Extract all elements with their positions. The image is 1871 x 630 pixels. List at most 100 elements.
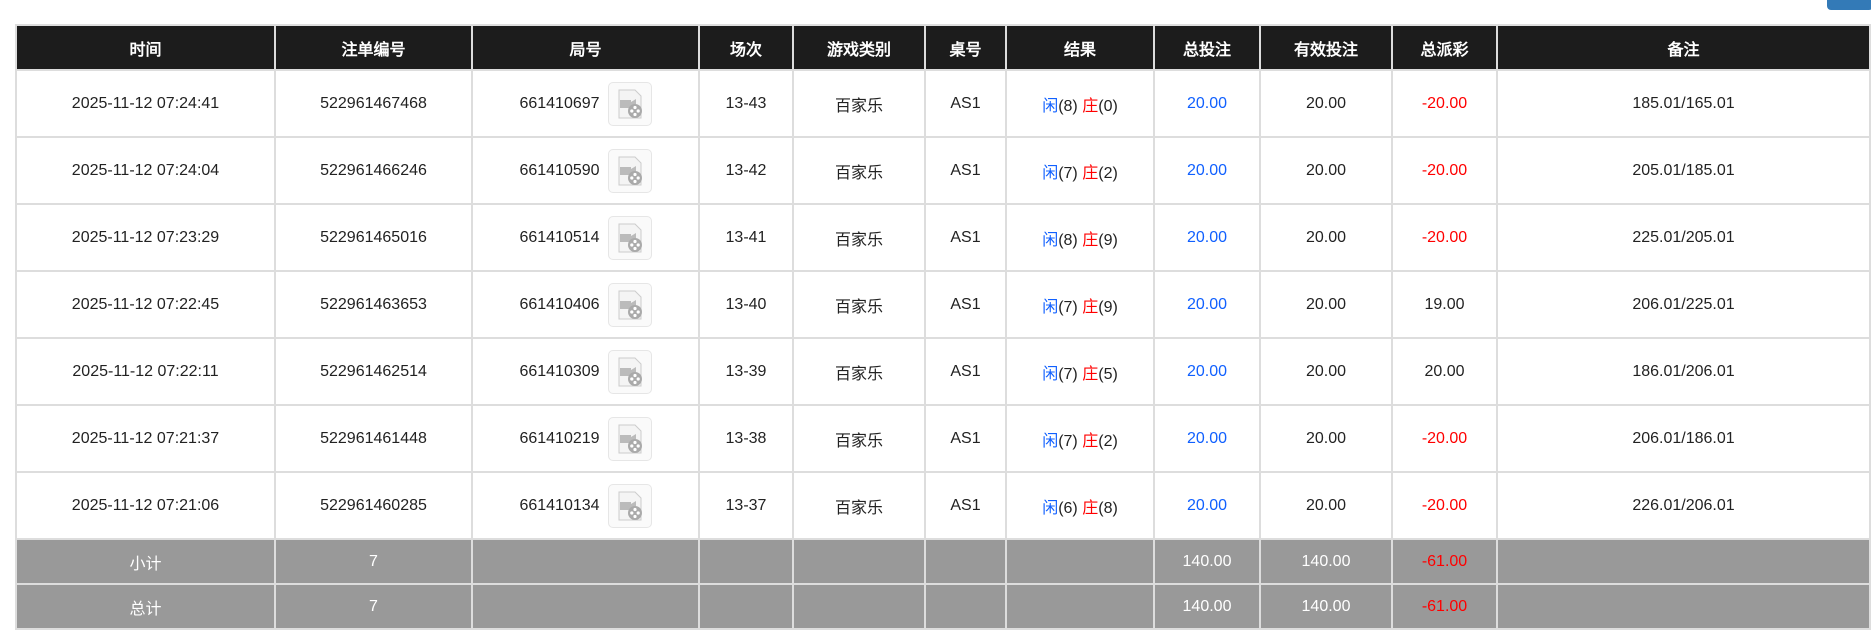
payout-cell: -20.00 xyxy=(1391,203,1498,272)
table-no-cell: AS1 xyxy=(924,471,1007,540)
video-file-icon[interactable] xyxy=(607,416,652,461)
bet-id-cell-text: 522961460285 xyxy=(320,496,427,514)
player-score: (6) xyxy=(1058,499,1078,517)
video-file-icon[interactable] xyxy=(607,483,652,528)
player-score: (7) xyxy=(1058,365,1078,383)
banker-label: 庄 xyxy=(1082,432,1099,450)
footer-payout: -61.00 xyxy=(1391,538,1498,585)
banker-label: 庄 xyxy=(1082,97,1099,115)
note-cell-text: 186.01/206.01 xyxy=(1632,362,1735,380)
empty-cell xyxy=(792,583,926,630)
round-text: 661410134 xyxy=(519,496,600,514)
table-no-cell-text: AS1 xyxy=(950,94,981,112)
player-label: 闲 xyxy=(1042,97,1059,115)
shoe-cell-text: 13-42 xyxy=(725,161,767,179)
time-cell-text: 2025-11-12 07:23:29 xyxy=(71,228,220,246)
shoe-cell-text: 13-40 xyxy=(725,295,767,313)
top-right-button[interactable] xyxy=(1827,0,1871,10)
footer-label-text: 总计 xyxy=(129,600,162,618)
note-cell: 226.01/206.01 xyxy=(1496,471,1871,540)
note-cell: 185.01/165.01 xyxy=(1496,69,1871,138)
bet-records-table: 时间 注单编号 局号 场次 游戏类别 桌号 结果 总投注 有效投注 总派彩 备注 2025-11-1… xyxy=(15,24,1871,630)
header-payout: 总派彩 xyxy=(1391,24,1498,71)
time-cell: 2025-11-12 07:24:04 xyxy=(15,136,276,205)
empty-cell xyxy=(698,583,794,630)
total-bet-cell-text: 20.00 xyxy=(1186,295,1228,313)
bet-id-cell: 522961460285 xyxy=(274,471,473,540)
banker-label: 庄 xyxy=(1082,365,1099,383)
shoe-cell-text: 13-41 xyxy=(725,228,767,246)
banker-score: (5) xyxy=(1098,365,1118,383)
banker-score: (2) xyxy=(1098,432,1118,450)
round-cell: 661410514 xyxy=(471,203,700,272)
note-cell-text: 206.01/225.01 xyxy=(1632,295,1735,313)
table-row: 2025-11-12 07:24:04 522961466246 661410590… xyxy=(15,136,1871,205)
empty-cell xyxy=(471,583,700,630)
game-type-cell-text: 百家乐 xyxy=(834,97,883,115)
bet-id-cell: 522961461448 xyxy=(274,404,473,473)
header-time: 时间 xyxy=(15,24,276,71)
footer-count-text: 7 xyxy=(369,597,378,615)
payout-cell-text: -20.00 xyxy=(1421,228,1468,246)
bet-id-cell-text: 522961461448 xyxy=(320,429,427,447)
payout-cell: -20.00 xyxy=(1391,471,1498,540)
banker-label: 庄 xyxy=(1082,231,1099,249)
footer-total-bet: 140.00 xyxy=(1153,583,1261,630)
footer-payout: -61.00 xyxy=(1391,583,1498,630)
video-file-icon[interactable] xyxy=(607,148,652,193)
empty-cell xyxy=(1496,538,1871,585)
note-cell: 186.01/206.01 xyxy=(1496,337,1871,406)
video-file-icon[interactable] xyxy=(607,81,652,126)
bet-id-cell-text: 522961463653 xyxy=(320,295,427,313)
subtotal-row: 小计 7 140.00 140.00 -61.00 xyxy=(15,538,1871,585)
time-cell-text: 2025-11-12 07:22:45 xyxy=(71,295,220,313)
table-no-cell: AS1 xyxy=(924,203,1007,272)
game-type-cell: 百家乐 xyxy=(792,337,926,406)
payout-cell-text: -20.00 xyxy=(1421,94,1468,112)
game-type-cell: 百家乐 xyxy=(792,270,926,339)
header-game-type: 游戏类别 xyxy=(792,24,926,71)
table-no-cell-text: AS1 xyxy=(950,429,981,447)
valid-bet-cell: 20.00 xyxy=(1259,136,1393,205)
round-text: 661410697 xyxy=(519,94,600,112)
table-row: 2025-11-12 07:21:37 522961461448 661410219… xyxy=(15,404,1871,473)
video-file-icon[interactable] xyxy=(607,349,652,394)
table-row: 2025-11-12 07:22:11 522961462514 661410309… xyxy=(15,337,1871,406)
valid-bet-cell-text: 20.00 xyxy=(1305,161,1347,179)
header-shoe: 场次 xyxy=(698,24,794,71)
time-cell-text: 2025-11-12 07:24:04 xyxy=(71,161,220,179)
payout-cell-text: -20.00 xyxy=(1421,496,1468,514)
result-cell: 闲(7) 庄(5) xyxy=(1005,337,1155,406)
table-no-cell-text: AS1 xyxy=(950,228,981,246)
total-bet-cell-text: 20.00 xyxy=(1186,228,1228,246)
shoe-cell: 13-43 xyxy=(698,69,794,138)
payout-cell: -20.00 xyxy=(1391,404,1498,473)
table-row: 2025-11-12 07:22:45 522961463653 661410406… xyxy=(15,270,1871,339)
valid-bet-cell: 20.00 xyxy=(1259,337,1393,406)
game-type-cell-text: 百家乐 xyxy=(834,164,883,182)
banker-label: 庄 xyxy=(1082,298,1099,316)
video-file-icon[interactable] xyxy=(607,282,652,327)
table-header-row: 时间 注单编号 局号 场次 游戏类别 桌号 结果 总投注 有效投注 总派彩 备注 xyxy=(15,24,1871,71)
bet-id-cell: 522961465016 xyxy=(274,203,473,272)
bet-id-cell: 522961466246 xyxy=(274,136,473,205)
table-no-cell: AS1 xyxy=(924,270,1007,339)
note-cell: 205.01/185.01 xyxy=(1496,136,1871,205)
table-no-cell-text: AS1 xyxy=(950,161,981,179)
valid-bet-cell-text: 20.00 xyxy=(1305,429,1347,447)
bet-id-cell-text: 522961465016 xyxy=(320,228,427,246)
player-score: (7) xyxy=(1058,164,1078,182)
footer-valid-bet-text: 140.00 xyxy=(1301,552,1351,570)
header-round: 局号 xyxy=(471,24,700,71)
header-valid-bet: 有效投注 xyxy=(1259,24,1393,71)
shoe-cell: 13-39 xyxy=(698,337,794,406)
empty-cell xyxy=(698,538,794,585)
game-type-cell: 百家乐 xyxy=(792,69,926,138)
round-text: 661410219 xyxy=(519,429,600,447)
payout-cell-text: 20.00 xyxy=(1424,362,1465,380)
total-bet-cell-text: 20.00 xyxy=(1186,362,1228,380)
player-label: 闲 xyxy=(1042,432,1059,450)
table-row: 2025-11-12 07:21:06 522961460285 661410134… xyxy=(15,471,1871,540)
video-file-icon[interactable] xyxy=(607,215,652,260)
grand-total-row: 总计 7 140.00 140.00 -61.00 xyxy=(15,583,1871,630)
